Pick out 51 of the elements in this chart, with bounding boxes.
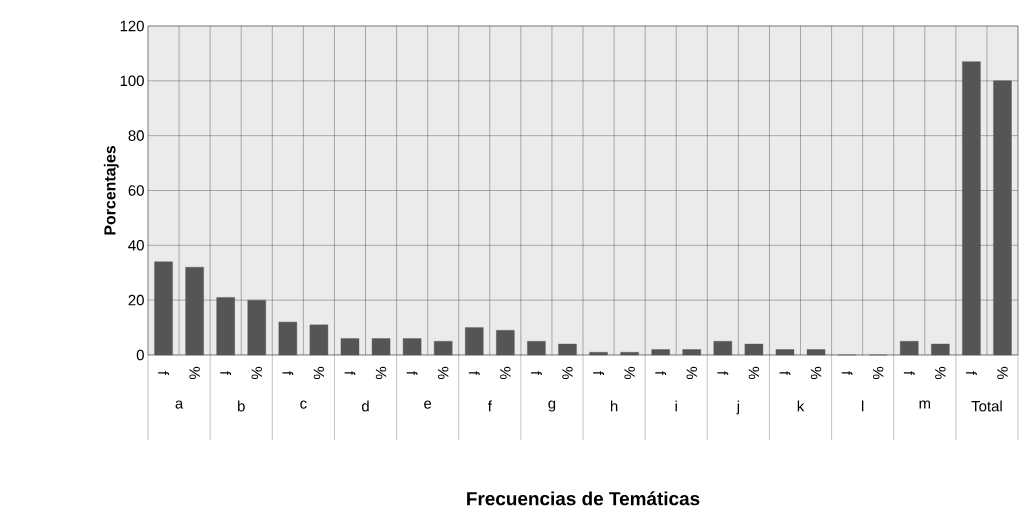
- text: f: [593, 371, 604, 376]
- text: f: [779, 371, 791, 376]
- text: %: [935, 366, 946, 380]
- text: %: [810, 366, 822, 380]
- x-tick-label: j: [736, 400, 740, 415]
- text: f: [220, 371, 232, 376]
- text: %: [251, 366, 262, 380]
- x-tick-label: f: [487, 400, 492, 412]
- text: %: [500, 366, 511, 380]
- y-tick-label: 0: [136, 349, 144, 361]
- text: f: [903, 371, 915, 376]
- text: f: [717, 371, 729, 376]
- text: f: [158, 371, 169, 376]
- x-tick-label: k: [797, 400, 805, 412]
- text: %: [748, 366, 760, 380]
- x-tick-label: Total: [971, 400, 1002, 412]
- x-tick-label: e: [424, 400, 432, 409]
- y-tick-label: 80: [128, 130, 144, 141]
- y-tick-label: 60: [128, 185, 144, 196]
- text: f: [841, 371, 853, 376]
- text: f: [406, 371, 418, 376]
- x-axis-title: Frecuencias de Temáticas: [467, 491, 700, 506]
- x-tick-label: l: [861, 400, 864, 412]
- text: %: [437, 366, 449, 380]
- text: %: [313, 366, 325, 380]
- text: f: [282, 371, 294, 376]
- y-tick-label: 40: [128, 240, 144, 251]
- text: f: [344, 371, 356, 376]
- x-tick-label: h: [610, 400, 618, 412]
- x-tick-label: b: [238, 400, 245, 412]
- x-tick-label: m: [919, 400, 931, 409]
- text: %: [375, 366, 387, 380]
- y-tick-label: 20: [128, 294, 144, 306]
- x-tick-label: a: [175, 400, 184, 409]
- text: %: [562, 366, 573, 380]
- x-tick-label: g: [548, 400, 556, 412]
- x-tick-label: i: [675, 400, 677, 412]
- text: f: [655, 371, 667, 376]
- y-tick-label: 100: [120, 75, 144, 87]
- text: f: [966, 371, 977, 376]
- text: %: [624, 366, 635, 380]
- text: f: [468, 371, 480, 376]
- x-tick-label: c: [300, 400, 307, 409]
- text: %: [997, 366, 1008, 380]
- y-tick-label: 120: [120, 20, 144, 32]
- text: %: [189, 366, 200, 380]
- text: %: [872, 366, 884, 380]
- x-tick-label: d: [361, 400, 369, 412]
- y-axis-title: Porcentajes: [103, 145, 119, 235]
- text: %: [686, 366, 697, 380]
- text: f: [531, 371, 542, 376]
